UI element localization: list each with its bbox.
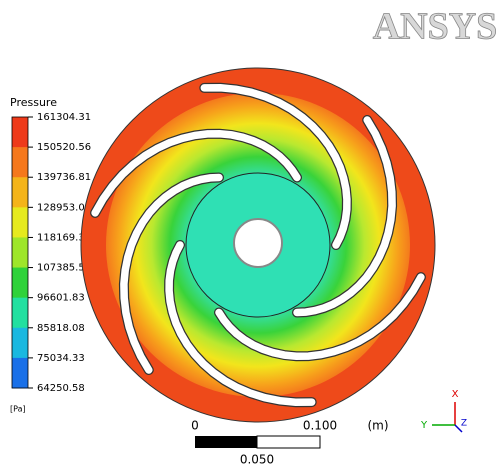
logo: ANSYS (373, 6, 498, 48)
screenshot: ANSYS Pressure [Pa] 161304.31 150520.56 13… (0, 0, 502, 470)
scale-white (257, 436, 320, 448)
hub (234, 219, 282, 267)
triad: X Y Z (420, 389, 467, 432)
legend-title: Pressure (10, 96, 57, 109)
impeller (81, 68, 435, 422)
scale-end: 0.100 (303, 419, 337, 433)
triad-y: Y (420, 420, 428, 431)
colorbar-label: 75034.33 (37, 353, 85, 364)
scale-black (195, 436, 257, 448)
colorbar-label: 128953.07 (37, 202, 91, 213)
colorbar-band (12, 207, 28, 238)
colorbar-label: 96601.83 (37, 293, 85, 304)
legend-unit: [Pa] (10, 405, 26, 414)
scale-start: 0 (191, 419, 199, 433)
scale-mid: 0.050 (240, 453, 274, 467)
colorbar-label: 139736.81 (37, 172, 91, 183)
colorbar-band (12, 358, 28, 389)
colorbar-band (12, 177, 28, 208)
colorbar-label: 150520.56 (37, 142, 91, 153)
viewport: ANSYS Pressure [Pa] 161304.31 150520.56 13… (0, 0, 502, 470)
scale-bar: 0 0.100 (m) 0.050 (191, 419, 388, 467)
scale-unit: (m) (367, 419, 388, 433)
colorbar-band (12, 237, 28, 268)
triad-z: Z (461, 419, 467, 429)
colorbar-band (12, 298, 28, 329)
colorbar-band (12, 268, 28, 299)
colorbar-label: 161304.31 (37, 112, 91, 123)
colorbar-band (12, 117, 28, 148)
colorbar-band (12, 328, 28, 359)
colorbar: 161304.31150520.56139736.81128953.071181… (12, 112, 91, 394)
triad-x: X (452, 389, 459, 400)
colorbar-band (12, 147, 28, 178)
colorbar-label: 85818.08 (37, 323, 85, 334)
colorbar-label: 64250.58 (37, 383, 85, 394)
